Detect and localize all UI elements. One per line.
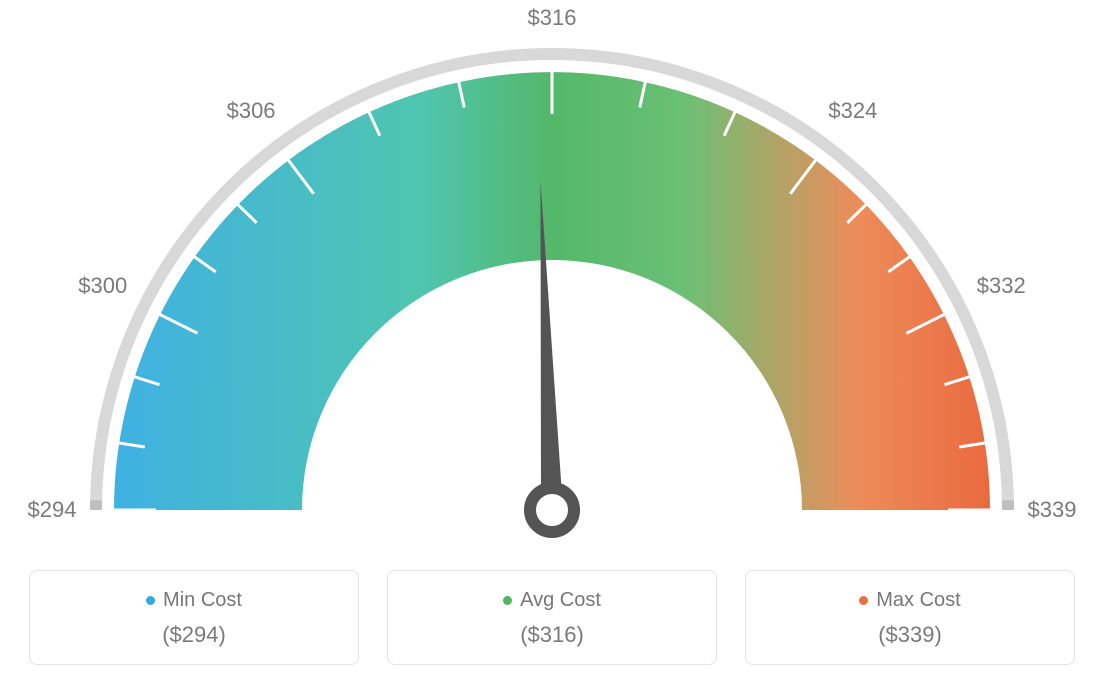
gauge-tick-label: $300: [78, 273, 127, 299]
gauge-tick-label: $324: [828, 98, 877, 124]
gauge-tick-label: $294: [28, 497, 77, 523]
gauge-svg: [20, 20, 1084, 560]
legend-card-min: Min Cost ($294): [29, 570, 359, 665]
legend-title-min: Min Cost: [146, 589, 242, 612]
legend-title-max: Max Cost: [859, 589, 960, 612]
legend-card-max: Max Cost ($339): [745, 570, 1075, 665]
legend-row: Min Cost ($294) Avg Cost ($316) Max Cost ($33…: [20, 570, 1084, 665]
legend-value-min: ($294): [40, 622, 348, 648]
legend-title-text: Max Cost: [876, 589, 960, 612]
legend-title-text: Min Cost: [163, 589, 242, 612]
legend-card-avg: Avg Cost ($316): [387, 570, 717, 665]
gauge-needle-hub: [530, 488, 574, 532]
legend-value-avg: ($316): [398, 622, 706, 648]
legend-title-avg: Avg Cost: [503, 589, 601, 612]
legend-value-max: ($339): [756, 622, 1064, 648]
gauge-tick-label: $332: [977, 273, 1026, 299]
gauge-tick-label: $339: [1028, 497, 1077, 523]
gauge-tick-label: $306: [227, 98, 276, 124]
legend-dot-icon: [503, 596, 512, 605]
cost-gauge-chart: $294$300$306$316$324$332$339: [20, 20, 1084, 560]
legend-dot-icon: [146, 596, 155, 605]
gauge-tick-label: $316: [528, 5, 577, 31]
legend-title-text: Avg Cost: [520, 589, 601, 612]
legend-dot-icon: [859, 596, 868, 605]
